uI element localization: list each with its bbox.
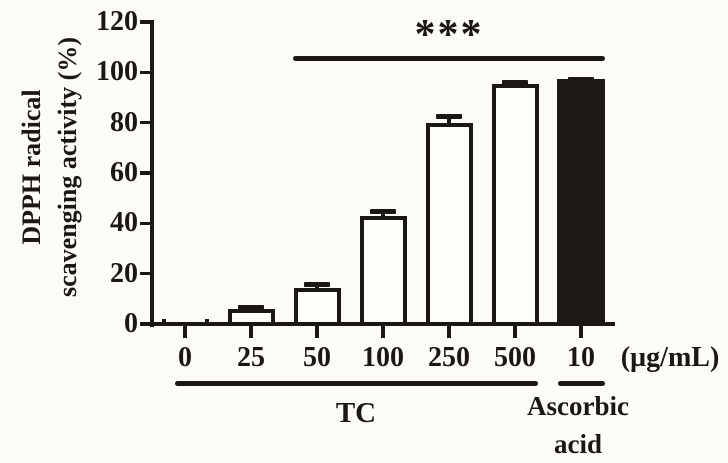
x-axis-tick [447, 324, 451, 338]
x-axis-tick [579, 324, 583, 338]
y-tick-label: 80 [110, 106, 138, 138]
error-bar-whisker [447, 113, 451, 127]
y-tick-label: 60 [110, 157, 138, 188]
bar-50-tc [293, 287, 341, 326]
bar-zero-right-nub [204, 319, 209, 325]
x-tick-label: 10 [567, 342, 595, 373]
y-axis-tick [140, 70, 152, 75]
y-axis-tick [140, 322, 152, 326]
group-label-tc: TC [335, 397, 377, 429]
x-axis-tick [315, 324, 319, 338]
y-tick-label: 40 [110, 207, 138, 239]
y-axis-line [149, 20, 155, 327]
y-tick-label: 20 [110, 257, 138, 289]
x-axis-tick [249, 324, 253, 338]
bar-100-tc [359, 215, 407, 326]
y-axis-tick [140, 221, 152, 226]
significance-stars-label: *** [414, 12, 484, 58]
y-tick-label: 120 [96, 6, 138, 37]
error-bar-whisker [381, 209, 385, 220]
x-axis-tick [381, 324, 385, 338]
x-axis-tick [513, 324, 517, 338]
x-tick-label: 0 [178, 342, 192, 373]
group-label-ascorbic-line1: Ascorbic [527, 391, 629, 421]
x-axis-unit-label: (µg/mL) [620, 342, 720, 373]
x-axis-tick [183, 324, 187, 338]
x-tick-label: 250 [428, 342, 470, 373]
y-axis-tick [140, 20, 152, 24]
error-bar-cap [304, 282, 330, 288]
x-tick-label: 25 [237, 342, 265, 373]
bar-zero-left-nub [161, 319, 166, 325]
significance-bracket-line [292, 55, 605, 61]
y-tick-label: 0 [124, 308, 138, 339]
y-axis-tick [140, 171, 152, 175]
x-tick-label: 100 [362, 342, 404, 373]
bar-10-ascorbic-acid [557, 78, 605, 326]
x-tick-label: 500 [494, 342, 536, 373]
x-tick-label: 50 [303, 342, 331, 373]
error-bar-cap [502, 79, 528, 85]
error-bar-cap [238, 305, 264, 311]
y-axis-tick [140, 120, 152, 125]
group-line-ascorbic-acid [558, 380, 605, 386]
y-axis-tick [140, 271, 152, 276]
group-label-ascorbic-line2: acid [553, 429, 602, 459]
group-line-tc [175, 380, 538, 386]
error-bar-cap [568, 77, 594, 83]
group-label-ascorbic-acid: Ascorbic acid [518, 387, 638, 463]
error-bar-cap [370, 209, 396, 215]
error-bar-cap [436, 113, 462, 119]
bar-250-tc [425, 122, 473, 326]
bar-500-tc [491, 83, 539, 326]
y-tick-label: 100 [96, 56, 138, 88]
